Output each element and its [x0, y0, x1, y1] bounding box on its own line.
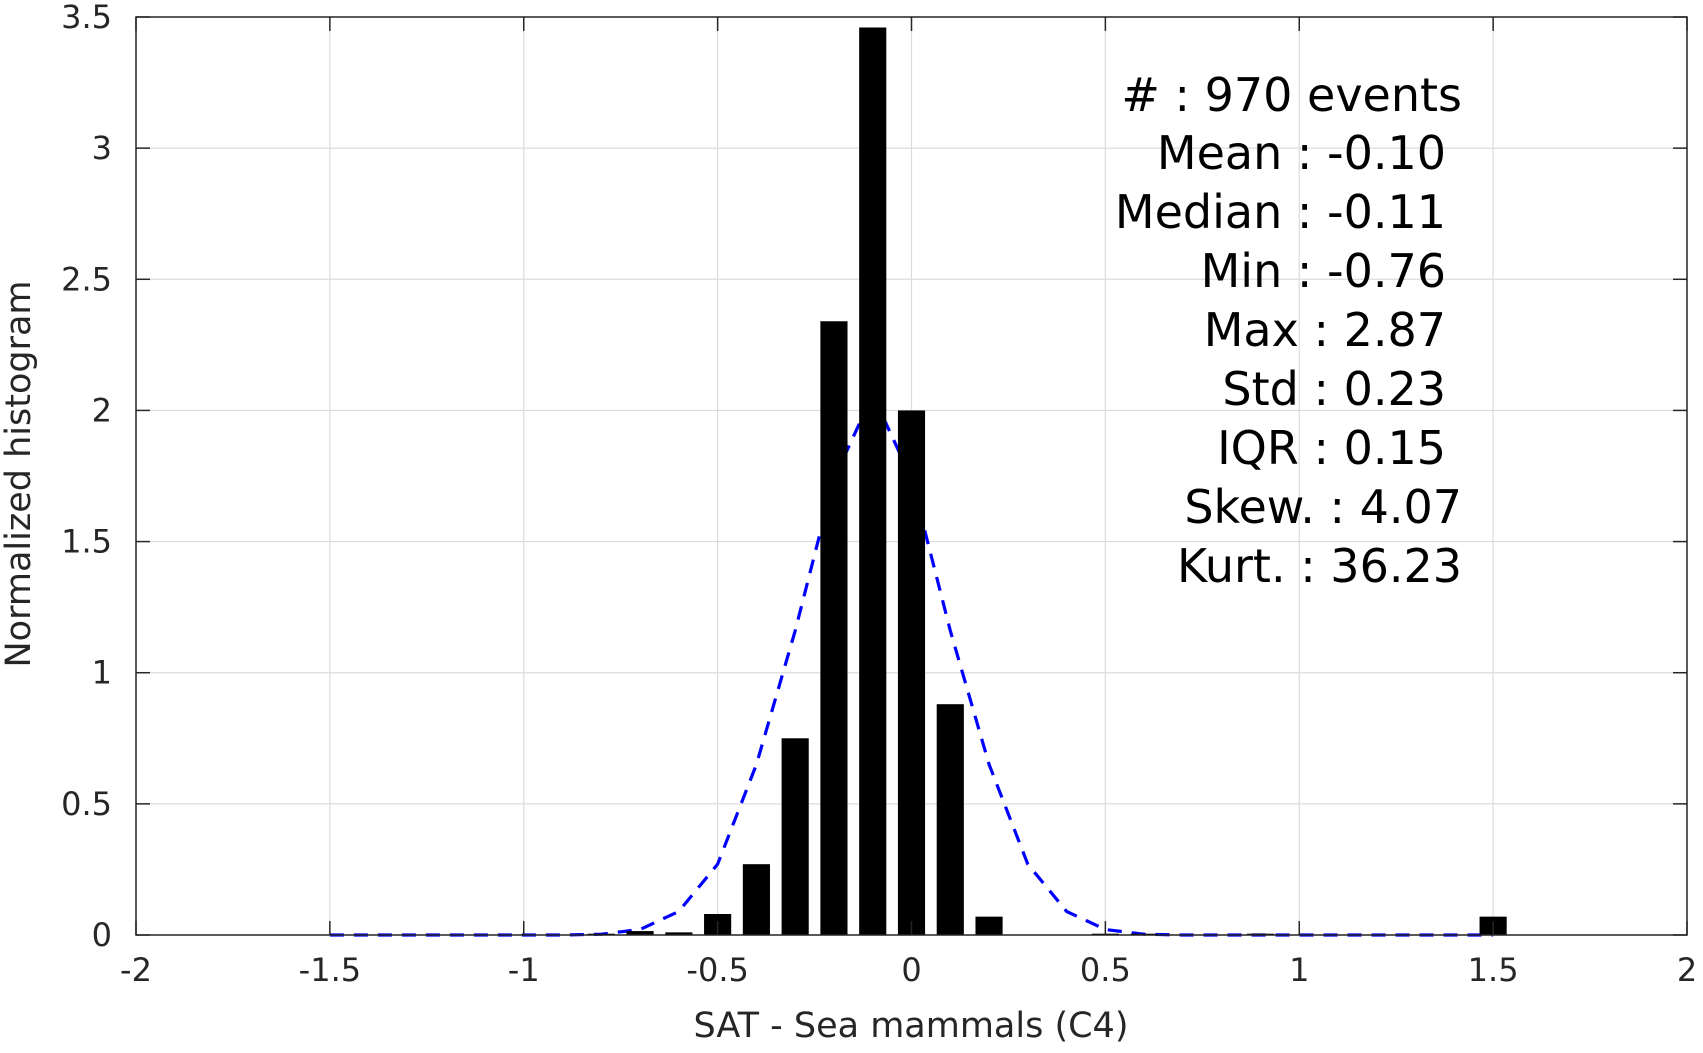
- stat-std: Std : 0.23: [1222, 362, 1446, 416]
- x-tick-label: 1.5: [1468, 951, 1519, 989]
- y-tick-label: 2: [92, 391, 112, 429]
- stat-median: Median : -0.11: [1115, 185, 1446, 239]
- x-tick-label: 0: [901, 951, 921, 989]
- statistics-annotation: # : 970 events Mean : -0.10 Median : -0.…: [1115, 68, 1462, 593]
- stat-events: # : 970 events: [1121, 68, 1462, 122]
- x-tick-label: -0.5: [686, 951, 748, 989]
- x-tick-label: 1: [1289, 951, 1309, 989]
- stat-min: Min : -0.76: [1201, 244, 1446, 298]
- x-tick-label: 2: [1677, 951, 1697, 989]
- x-tick-label: -1: [508, 951, 540, 989]
- histogram-bar: [626, 931, 654, 935]
- x-tick-label: 0.5: [1080, 951, 1131, 989]
- histogram-bar: [859, 27, 887, 935]
- y-tick-label: 1: [92, 654, 112, 692]
- histogram-bar: [742, 864, 770, 935]
- histogram-bar: [975, 916, 1003, 935]
- stat-max: Max : 2.87: [1204, 303, 1446, 357]
- y-tick-label: 1.5: [61, 523, 112, 561]
- stat-skew: Skew. : 4.07: [1184, 480, 1462, 534]
- stat-mean: Mean : -0.10: [1157, 126, 1446, 180]
- x-tick-label: -2: [120, 951, 152, 989]
- axes-frame: [135, 16, 1688, 936]
- y-tick-label: 2.5: [61, 260, 112, 298]
- tick-labels: -2 -1.5 -1 -0.5 0 0.5 1 1.5 2 0 0.5 1 1.5 2 2.5 3 3.5: [61, 0, 1697, 989]
- histogram-bar: [820, 321, 848, 935]
- histogram-bar: [781, 738, 809, 935]
- y-tick-label: 3.5: [61, 0, 112, 36]
- histogram-bar: [897, 410, 926, 935]
- histogram-bar: [665, 932, 693, 935]
- stat-kurt: Kurt. : 36.23: [1177, 539, 1462, 593]
- y-axis-label: Normalized histogram: [0, 280, 39, 667]
- histogram-bar: [936, 704, 964, 935]
- y-tick-label: 0.5: [61, 785, 112, 823]
- bars-group: [587, 27, 1507, 935]
- x-tick-label: -1.5: [299, 951, 361, 989]
- y-tick-label: 3: [92, 129, 112, 167]
- y-tick-label: 0: [92, 916, 112, 954]
- x-axis-label: SAT - Sea mammals (C4): [694, 1006, 1129, 1046]
- stat-iqr: IQR : 0.15: [1217, 421, 1446, 475]
